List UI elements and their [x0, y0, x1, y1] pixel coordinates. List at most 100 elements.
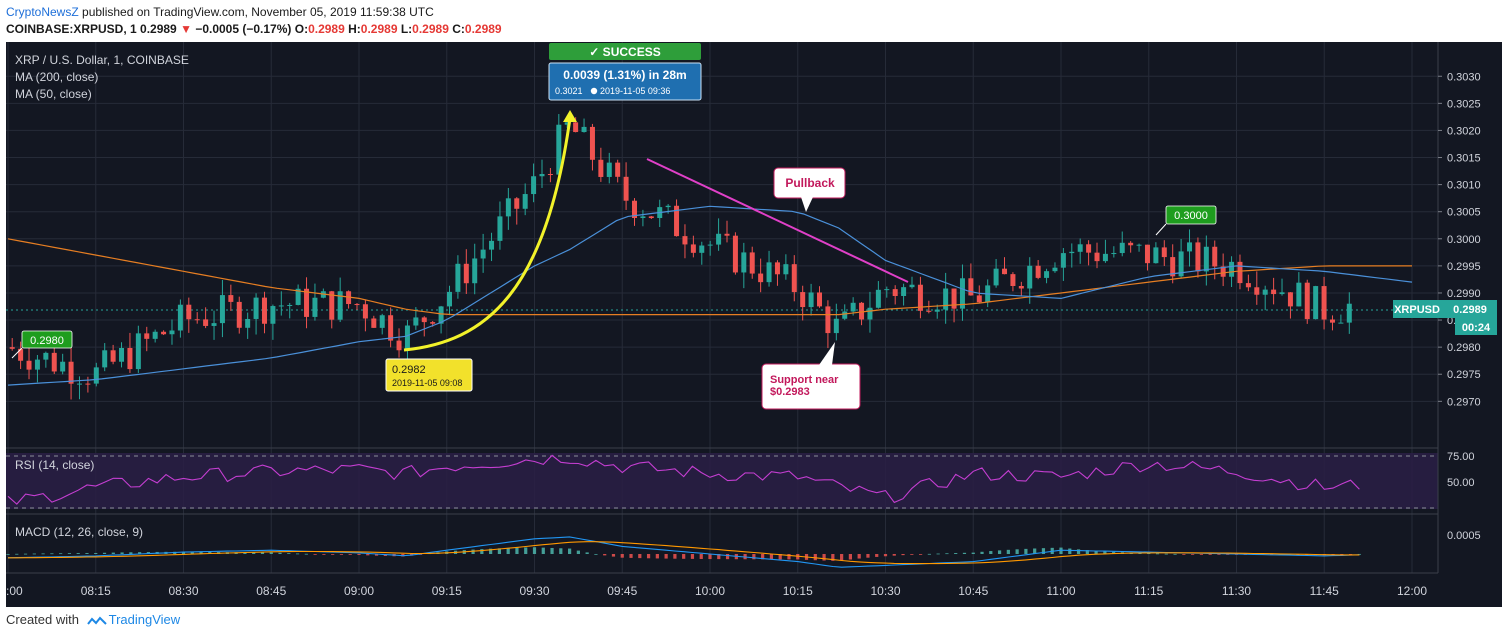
macd-histogram-bar — [989, 551, 993, 554]
candle-body — [413, 317, 419, 326]
level-label-right-pointer — [1155, 223, 1167, 236]
macd-histogram-bar — [243, 552, 247, 554]
tradingview-link[interactable]: TradingView — [108, 612, 181, 627]
candle-body — [1086, 244, 1092, 253]
macd-histogram-bar — [32, 553, 36, 555]
price-tick-label: 0.2975 — [1447, 369, 1481, 381]
candle-body — [682, 236, 688, 245]
price-change: −0.0005 (−0.17%) — [195, 22, 292, 36]
candle-body — [556, 124, 562, 175]
candle-body — [1245, 283, 1251, 288]
macd-histogram-bar — [1094, 550, 1098, 554]
candle-body — [295, 288, 301, 305]
pullback-label: Pullback — [785, 176, 835, 190]
macd-histogram-bar — [936, 553, 940, 555]
rsi-line — [7, 454, 1360, 505]
candles — [9, 114, 1352, 400]
candle-body — [674, 205, 680, 237]
macd-histogram-bar — [94, 552, 98, 554]
publisher-link[interactable]: CryptoNewsZ — [6, 5, 79, 19]
macd-axis: 0.0005 — [1447, 530, 1481, 542]
macd-histogram-bar — [840, 554, 844, 561]
candle-body — [245, 318, 251, 328]
macd-histogram-bar — [506, 547, 510, 554]
candle-body — [219, 295, 225, 324]
candle-body — [1178, 251, 1184, 277]
low-value: 0.2989 — [412, 22, 449, 36]
candle-body — [917, 284, 923, 311]
macd-histogram-bar — [278, 552, 282, 554]
measure-time: 2019-11-05 09:36 — [600, 86, 670, 96]
publish-line: CryptoNewsZ published on TradingView.com… — [6, 5, 434, 19]
macd-histogram-bar — [646, 554, 651, 559]
time-tick-label: 09:15 — [432, 584, 462, 598]
candle-body — [564, 122, 570, 125]
macd-histogram-bar — [690, 554, 695, 559]
macd-histogram-bar — [497, 548, 501, 554]
pullback-trendline — [646, 158, 909, 283]
candle-body — [371, 318, 377, 328]
price-tick-label: 0.3000 — [1447, 234, 1481, 246]
ma50-legend: MA (50, close) — [15, 87, 92, 101]
candle-body — [993, 268, 999, 286]
candle-body — [732, 235, 738, 273]
candle-body — [875, 289, 881, 308]
macd-histogram-bar — [1068, 548, 1072, 554]
macd-histogram-bar — [1059, 547, 1063, 554]
macd-histogram-bar — [23, 553, 28, 555]
support-callout — [761, 363, 861, 410]
chart-container[interactable]: 0.3030 0.3025 0.3020 0.3015 0.3010 0.3005 0.30… — [6, 42, 1502, 607]
candle-body — [287, 304, 293, 306]
ma200-legend: MA (200, close) — [15, 70, 98, 84]
candle-body — [270, 306, 276, 324]
price-tick-label: 0.2970 — [1447, 396, 1481, 408]
measure-main: 0.0039 (1.31%) in 28m — [563, 68, 686, 82]
candle-body — [1237, 261, 1243, 284]
candle-body — [404, 325, 410, 351]
macd-histogram-bar — [761, 554, 765, 560]
macd-histogram-bar — [348, 554, 352, 555]
candle-body — [1035, 265, 1041, 278]
macd-histogram-bar — [1103, 551, 1107, 554]
price-tick-label: 0.3030 — [1447, 71, 1481, 83]
macd-histogram-bar — [331, 554, 335, 555]
macd-histogram-bar — [1112, 551, 1116, 554]
open-value: 0.2989 — [308, 22, 345, 36]
candle-body — [968, 278, 974, 296]
macd-line — [7, 536, 1360, 568]
macd-histogram-bar — [787, 554, 791, 560]
macd-histogram-bar — [524, 547, 528, 554]
ma50-line — [7, 205, 1413, 386]
candle-body — [1060, 253, 1066, 268]
support-callout-tail — [819, 342, 835, 365]
candle-body — [514, 198, 520, 209]
candle-body — [228, 295, 234, 302]
candle-body — [354, 304, 360, 306]
candle-body — [396, 340, 402, 351]
candle-body — [1044, 271, 1050, 278]
macd-histogram-bar — [269, 552, 273, 554]
macd-histogram-bar — [1199, 554, 1203, 555]
candle-body — [43, 352, 49, 360]
candle-body — [51, 352, 57, 372]
macd-histogram-bar — [962, 552, 967, 554]
candle-body — [892, 289, 898, 296]
clock-icon — [590, 87, 598, 95]
candle-body — [463, 263, 469, 284]
high-value: 0.2989 — [360, 22, 398, 36]
candle-body — [85, 383, 91, 385]
price-tick-label: 0.3015 — [1447, 153, 1481, 165]
down-arrow-icon: ▼ — [180, 22, 192, 36]
candle-body — [1128, 242, 1134, 246]
candle-body — [867, 307, 873, 320]
created-with-text: Created with — [6, 612, 79, 627]
macd-histogram-bar — [725, 554, 730, 560]
candle-body — [1069, 251, 1075, 254]
candle-body — [312, 297, 318, 317]
macd-histogram-bar — [857, 554, 861, 559]
macd-histogram-bar — [708, 554, 712, 560]
close-value: 0.2989 — [464, 22, 502, 36]
time-tick-label: 12:00 — [1397, 584, 1427, 598]
candle-body — [1287, 292, 1293, 307]
price-chart[interactable]: 0.3030 0.3025 0.3020 0.3015 0.3010 0.3005 0.30… — [6, 42, 1502, 607]
